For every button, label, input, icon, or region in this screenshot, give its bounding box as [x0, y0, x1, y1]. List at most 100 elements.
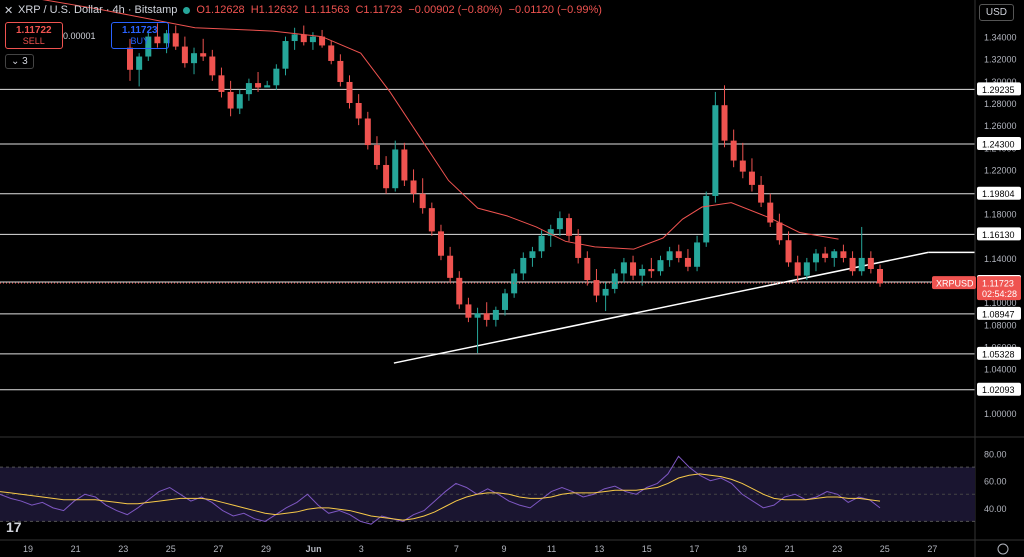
candle-body [831, 251, 838, 258]
price-tick-label: 1.08000 [984, 320, 1017, 330]
candle-body [584, 257, 591, 281]
sell-button[interactable]: 1.11722 SELL [5, 22, 63, 49]
candle-body [648, 269, 655, 272]
candle-body [282, 41, 289, 69]
candle-body [145, 36, 152, 57]
candle-body [703, 195, 710, 243]
candle-body [556, 218, 563, 230]
candle-body [245, 83, 252, 95]
candle-body [200, 53, 207, 57]
price-tick-label: 1.30000 [984, 77, 1017, 87]
candle-body [748, 171, 755, 185]
price-tick-label: 1.04000 [984, 365, 1017, 375]
rsi-tick-label: 80.00 [984, 450, 1007, 460]
candle-body [739, 160, 746, 172]
rsi-ma-line [0, 473, 881, 521]
level-label: 1.02093 [982, 385, 1015, 395]
candle-body [373, 145, 380, 165]
time-tick-label: 27 [927, 544, 937, 554]
moving-average-line [42, 0, 839, 250]
ohlc-high: H1.12632 [250, 4, 299, 16]
candle-body [309, 36, 316, 43]
time-tick-label: Jun [306, 544, 322, 554]
candle-body [822, 253, 829, 258]
candle-body [758, 184, 765, 203]
candle-body [867, 257, 874, 269]
time-tick-label: 13 [594, 544, 604, 554]
candle-body [328, 45, 335, 61]
candle-body [812, 253, 819, 263]
level-label-box [977, 227, 1021, 241]
ohlc-close: C1.11723 [355, 4, 403, 16]
candle-body [264, 85, 271, 88]
trendline[interactable] [393, 251, 929, 364]
candle-body [575, 235, 582, 258]
sell-price: 1.11722 [16, 25, 52, 36]
price-tick-label: 1.22000 [984, 165, 1017, 175]
candle-body [666, 251, 673, 261]
candle-body [538, 235, 545, 252]
candle-body [849, 257, 856, 272]
candle-body [657, 260, 664, 272]
symbol-title[interactable]: XRP / U.S. Dollar · 4h · Bitstamp [18, 4, 178, 16]
candle-body [319, 36, 326, 46]
candle-body [611, 273, 618, 289]
time-tick-label: 29 [261, 544, 271, 554]
candle-body [794, 262, 801, 276]
candle-body [803, 262, 810, 276]
candle-body [447, 255, 454, 278]
header-bar: XRP / U.S. Dollar · 4h · Bitstamp O1.126… [18, 4, 602, 16]
candle-body [483, 313, 490, 320]
time-tick-label: 25 [880, 544, 890, 554]
rsi-line [0, 455, 881, 525]
last-price-label: 1.11723 [982, 279, 1014, 289]
candle-body [337, 60, 344, 82]
change-value-2: −0.01120 (−0.99%) [508, 4, 602, 16]
tradingview-logo-icon: 17 [6, 519, 22, 535]
time-tick-label: 11 [547, 544, 556, 554]
price-tick-label: 1.32000 [984, 55, 1017, 65]
candle-body [721, 105, 728, 141]
time-tick-label: 5 [406, 544, 411, 554]
candle-body [401, 149, 408, 181]
price-tick-label: 1.14000 [984, 254, 1017, 264]
candle-body [136, 56, 143, 70]
candle-body [547, 229, 554, 236]
currency-selector[interactable]: USD [978, 4, 1014, 21]
buy-price: 1.11723 [122, 25, 158, 36]
currency-label: USD [985, 7, 1007, 18]
indicator-toggle-button[interactable]: ⌄ 3 [5, 54, 34, 69]
candle-body [593, 280, 600, 296]
symbol-tag: XRPUSD [936, 279, 974, 289]
candle-body [712, 105, 719, 196]
candle-body [209, 56, 216, 76]
candle-body [255, 83, 262, 88]
price-tick-label: 1.18000 [984, 210, 1017, 220]
time-tick-label: 19 [23, 544, 33, 554]
time-tick-label: 25 [166, 544, 176, 554]
candle-body [428, 208, 435, 232]
indicator-count: 3 [22, 56, 28, 67]
candle-body [566, 218, 573, 236]
ohlc-open: O1.12628 [196, 4, 245, 16]
candle-body [181, 46, 188, 64]
candle-body [392, 149, 399, 189]
buy-button[interactable]: 1.11723 BUY [111, 22, 169, 49]
candle-body [218, 75, 225, 92]
symbol-tag-box [932, 276, 976, 290]
level-label: 1.08947 [982, 309, 1015, 319]
candle-body [410, 180, 417, 194]
candle-body [465, 304, 472, 318]
buy-label: BUY [130, 36, 150, 46]
time-tick-label: 23 [832, 544, 842, 554]
settings-gear-icon[interactable] [997, 543, 1009, 555]
close-icon[interactable]: ✕ [4, 5, 14, 17]
time-tick-label: 15 [642, 544, 652, 554]
candle-body [730, 140, 737, 161]
candle-body [785, 240, 792, 263]
chevron-down-icon: ⌄ [11, 56, 20, 67]
candle-body [620, 262, 627, 274]
candle-body [767, 202, 774, 223]
level-label-box [977, 136, 1021, 150]
